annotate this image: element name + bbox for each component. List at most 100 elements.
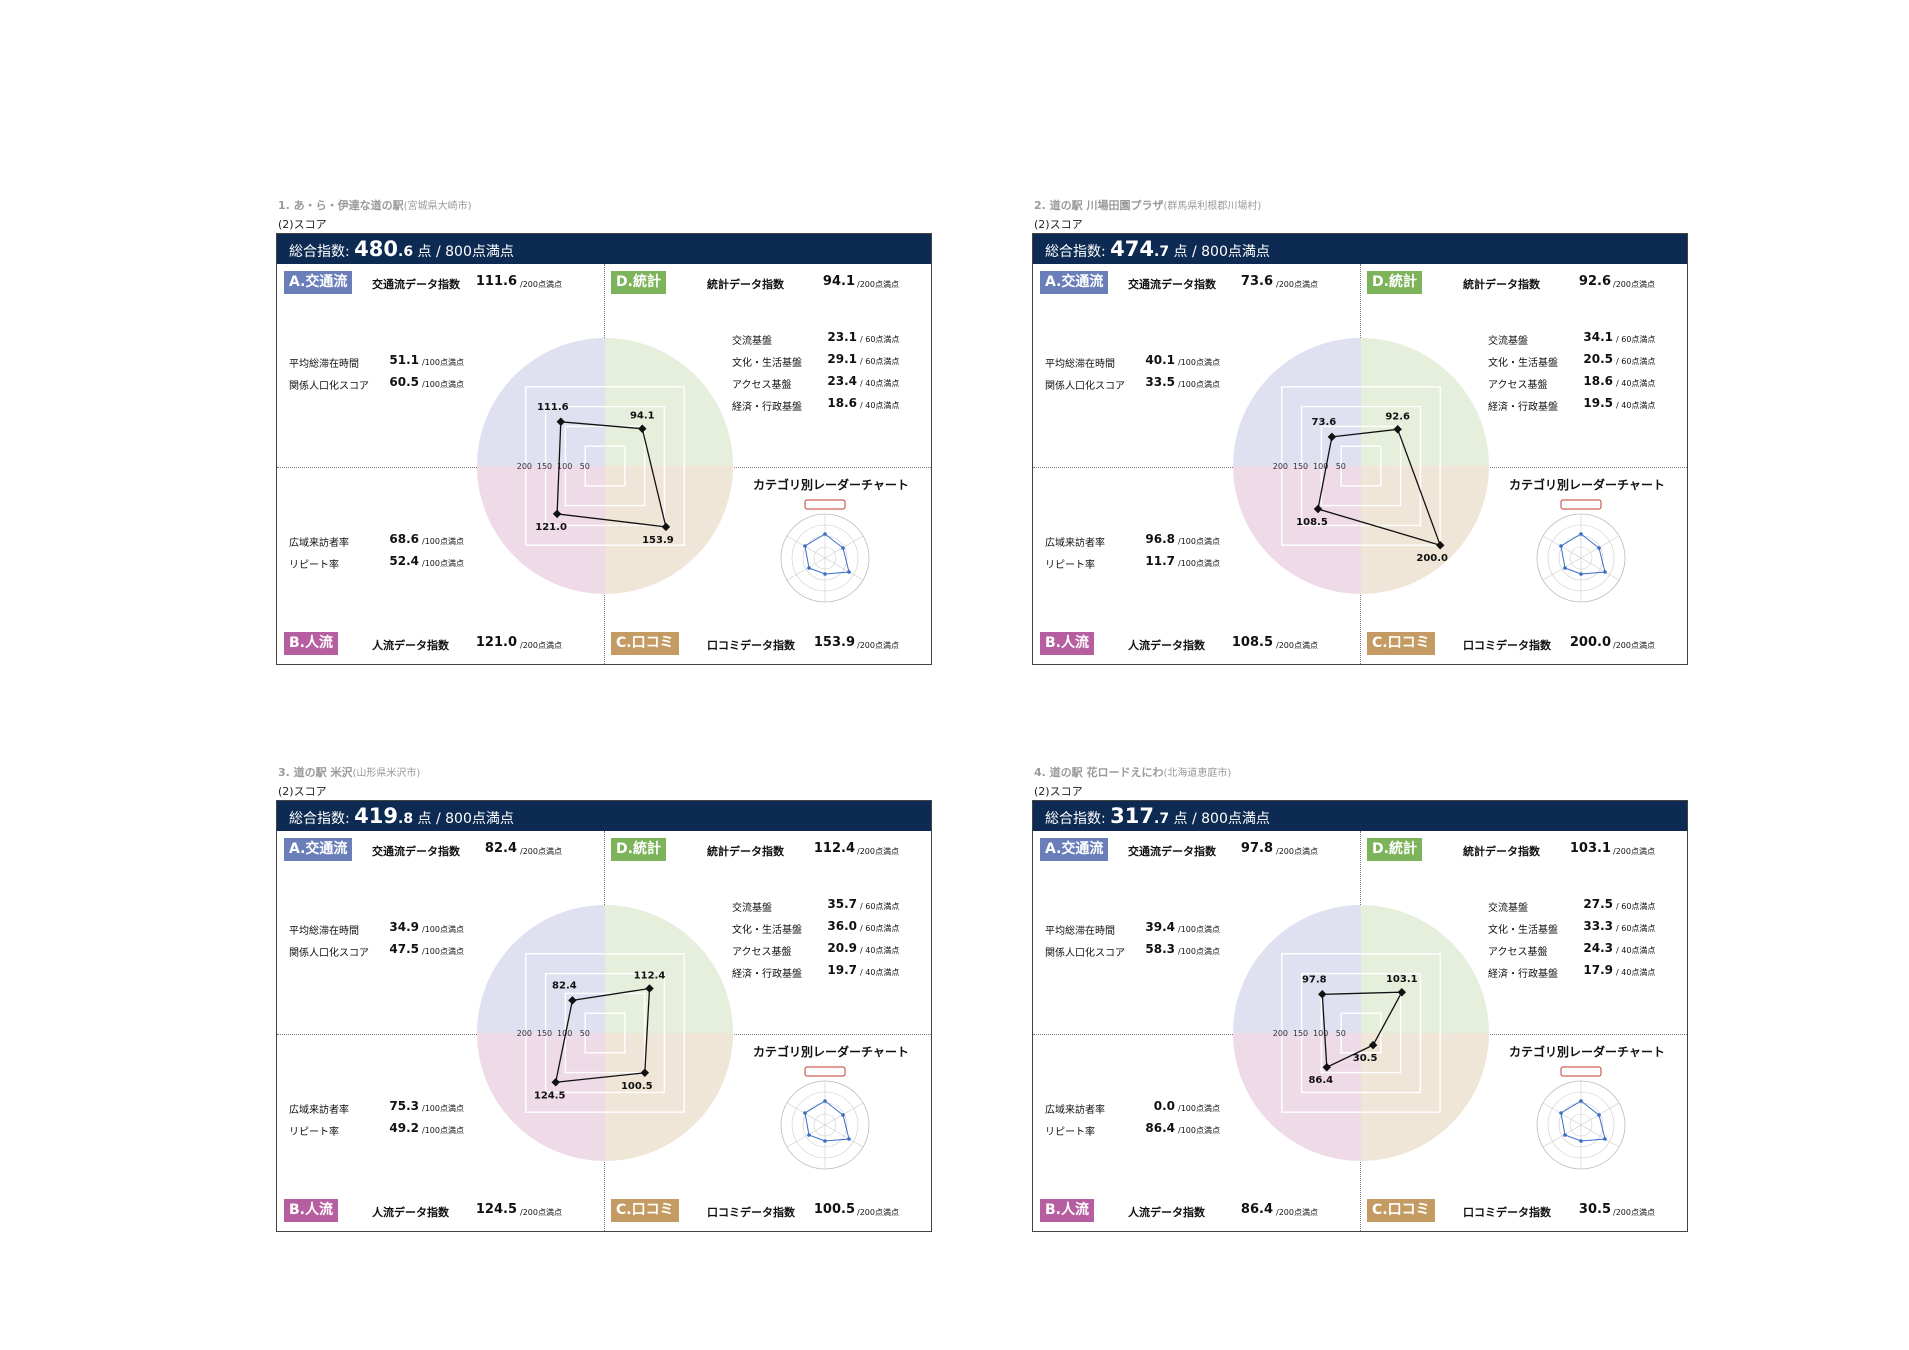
economy-label: 経済・行政基盤 <box>732 969 802 980</box>
radar-point <box>640 1068 650 1078</box>
total-unit: 点 / 800点満点 <box>417 244 514 260</box>
radar-chart: 200 150 100 50 97.8 103.1 30.5 86.4 <box>1233 905 1489 1161</box>
economy-unit: / 40点満点 <box>1616 401 1656 410</box>
badge-people: B.人流 <box>284 1199 338 1222</box>
access-unit: / 40点満点 <box>860 379 900 388</box>
badge-stats: D.統計 <box>611 271 666 294</box>
repeat-rate-value: 49.2 <box>389 1121 419 1135</box>
station-location: (宮城県大崎市) <box>403 201 472 212</box>
radar-point <box>556 417 566 427</box>
badge-stats: D.統計 <box>1367 838 1422 861</box>
wide-visitor-value: 96.8 <box>1145 532 1175 546</box>
total-label: 総合指数: <box>1045 811 1106 827</box>
economy-value: 18.6 <box>827 396 857 410</box>
people-index-value: 121.0 <box>475 635 517 650</box>
traffic-index-label: 交通流データ指数 <box>372 278 460 291</box>
traffic-index-unit: /200点満点 <box>520 280 562 289</box>
quadrant-people <box>1233 466 1361 594</box>
traffic-index-label: 交通流データ指数 <box>1128 278 1216 291</box>
repeat-rate-value: 52.4 <box>389 554 419 568</box>
mini-radar-chart <box>780 499 870 603</box>
related-pop-value: 47.5 <box>389 942 419 956</box>
avg-stay-label: 平均総滞在時間 <box>1045 926 1115 937</box>
stats-index-unit: /200点満点 <box>857 280 899 289</box>
radar-data-label: 121.0 <box>535 522 567 533</box>
total-label: 総合指数: <box>289 811 350 827</box>
people-index-label: 人流データ指数 <box>1128 1206 1205 1219</box>
score-card: 総合指数: 419.8 点 / 800点満点 200 150 100 50 82.4 11… <box>276 800 932 1232</box>
wide-visitor-label: 広域来訪者率 <box>1045 538 1105 549</box>
radar-tick-label: 50 <box>1336 462 1346 471</box>
quadrant-stats <box>605 905 733 1033</box>
exchange-label: 交流基盤 <box>732 903 772 914</box>
radar-gridline <box>1281 953 1441 1113</box>
radar-tick-label: 200 <box>1273 462 1288 471</box>
related-pop-unit: /100点満点 <box>1178 947 1220 956</box>
related-pop-value: 33.5 <box>1145 375 1175 389</box>
quadrant-reviews <box>605 466 733 594</box>
radar-data-label: 112.4 <box>634 971 666 982</box>
culture-label: 文化・生活基盤 <box>1488 358 1558 369</box>
station-name: 3. 道の駅 米沢 <box>278 766 353 779</box>
people-index-value: 86.4 <box>1240 1202 1273 1217</box>
review-index-unit: /200点満点 <box>1613 641 1655 650</box>
badge-traffic: A.交通流 <box>284 271 353 294</box>
station-name: 4. 道の駅 花ロードえにわ <box>1034 766 1164 779</box>
radar-gridline <box>525 953 685 1113</box>
radar-chart: 200 150 100 50 82.4 112.4 100.5 124.5 <box>477 905 733 1161</box>
badge-traffic: A.交通流 <box>1040 271 1109 294</box>
people-index-value: 108.5 <box>1231 635 1273 650</box>
radar-data-label: 30.5 <box>1353 1053 1378 1064</box>
total-score-dec: .7 <box>1154 244 1170 260</box>
people-index-unit: /200点満点 <box>1276 641 1318 650</box>
culture-unit: / 60点満点 <box>1616 357 1656 366</box>
review-index-label: 口コミデータ指数 <box>707 639 795 652</box>
stats-index-label: 統計データ指数 <box>1463 845 1540 858</box>
radar-data-label: 82.4 <box>552 980 577 991</box>
radar-point <box>1313 504 1323 514</box>
people-index-unit: /200点満点 <box>1276 1208 1318 1217</box>
wide-visitor-value: 75.3 <box>389 1099 419 1113</box>
radar-tick-label: 100 <box>557 1029 572 1038</box>
stats-index-unit: /200点満点 <box>857 847 899 856</box>
badge-reviews: C.口コミ <box>611 632 679 655</box>
people-index-unit: /200点満点 <box>520 641 562 650</box>
panel-heading: 2. 道の駅 川場田園プラザ(群馬県利根郡川場村) <box>1034 197 1261 213</box>
stats-index-label: 統計データ指数 <box>707 845 784 858</box>
radar-tick-label: 50 <box>580 462 590 471</box>
repeat-rate-unit: /100点満点 <box>422 1126 464 1135</box>
badge-people: B.人流 <box>1040 1199 1094 1222</box>
exchange-unit: / 60点満点 <box>1616 902 1656 911</box>
repeat-rate-label: リピート率 <box>289 1127 339 1138</box>
radar-tick-label: 100 <box>1313 462 1328 471</box>
quadrant-traffic <box>1233 905 1361 1033</box>
radar-gridline <box>1320 425 1402 507</box>
total-score-dec: .7 <box>1154 811 1170 827</box>
quadrant-people <box>477 1033 605 1161</box>
related-pop-label: 関係人口化スコア <box>1045 948 1125 959</box>
radar-data-label: 153.9 <box>642 535 674 546</box>
avg-stay-value: 40.1 <box>1145 353 1175 367</box>
access-unit: / 40点満点 <box>1616 379 1656 388</box>
radar-data-label: 108.5 <box>1296 517 1328 528</box>
culture-value: 20.5 <box>1583 352 1613 366</box>
total-score-bar: 総合指数: 419.8 点 / 800点満点 <box>277 801 931 831</box>
radar-tick-label: 50 <box>580 1029 590 1038</box>
total-score-int: 419 <box>354 804 399 828</box>
radar-tick-label: 150 <box>537 462 552 471</box>
exchange-label: 交流基盤 <box>1488 903 1528 914</box>
badge-people: B.人流 <box>284 632 338 655</box>
avg-stay-label: 平均総滞在時間 <box>1045 359 1115 370</box>
wide-visitor-value: 0.0 <box>1153 1099 1175 1113</box>
section-subheading: (2)スコア <box>278 218 327 231</box>
repeat-rate-value: 86.4 <box>1145 1121 1175 1135</box>
station-name: 2. 道の駅 川場田園プラザ <box>1034 199 1164 212</box>
avg-stay-label: 平均総滞在時間 <box>289 926 359 937</box>
review-index-value: 30.5 <box>1578 1202 1611 1217</box>
radar-tick-label: 150 <box>1293 1029 1308 1038</box>
radar-data-label: 86.4 <box>1308 1075 1333 1086</box>
total-score-int: 474 <box>1110 237 1155 261</box>
review-index-value: 200.0 <box>1569 635 1611 650</box>
mini-chart-title: カテゴリ別レーダーチャート <box>753 478 909 492</box>
economy-value: 19.7 <box>827 963 857 977</box>
